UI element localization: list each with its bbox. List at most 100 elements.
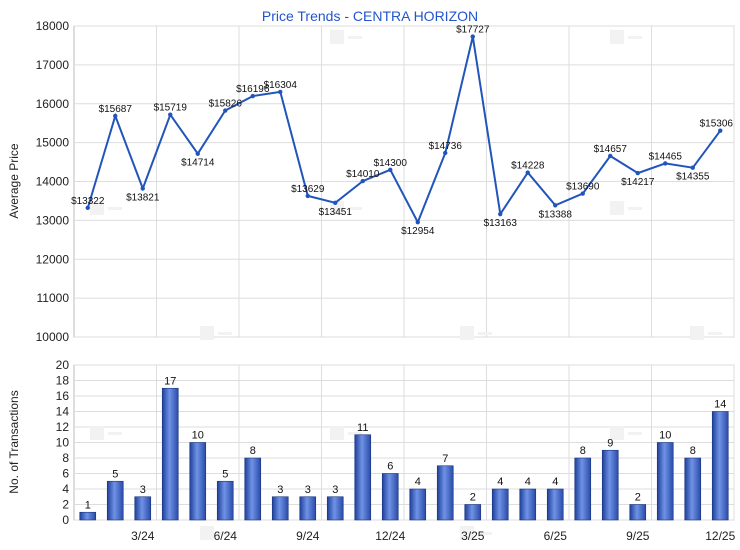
transaction-data-labels: 1 5 3 17 10 5 8 3 3 3 11 6 4 7 2 4 4 4 8 9 2 10 8 14	[85, 375, 727, 511]
price-point	[443, 150, 448, 156]
price-data-label: $15306	[700, 119, 734, 130]
price-data-label: $14465	[649, 151, 683, 162]
price-point	[250, 93, 255, 99]
price-y-tick-label: 13000	[36, 213, 70, 227]
price-data-label: $15719	[154, 103, 188, 114]
price-y-ticks: 10000 11000 12000 13000 14000 15000 16000 17000…	[36, 19, 70, 344]
price-data-label: $13388	[539, 209, 573, 220]
watermark-mark	[200, 526, 232, 540]
transactions-y-tick-label: 20	[56, 358, 70, 372]
transaction-bars	[79, 387, 729, 521]
transaction-bar	[381, 473, 399, 521]
price-point	[415, 219, 420, 225]
price-data-label: $14228	[511, 161, 545, 172]
price-point	[635, 170, 640, 176]
price-data-label: $16196	[236, 84, 270, 95]
price-point	[168, 112, 173, 117]
price-y-tick-label: 14000	[36, 175, 70, 189]
transaction-bar	[134, 496, 152, 521]
transaction-bar	[684, 457, 702, 521]
transaction-bar	[216, 480, 234, 521]
watermark-mark	[330, 30, 362, 44]
price-point	[195, 151, 200, 156]
transaction-data-label: 10	[192, 430, 204, 442]
transaction-bar	[656, 442, 674, 521]
transaction-data-label: 9	[607, 437, 613, 449]
price-data-label: $17727	[456, 25, 490, 36]
price-grid	[74, 25, 735, 338]
transactions-y-tick-label: 8	[62, 451, 69, 465]
watermark-mark	[90, 201, 122, 215]
watermark-mark	[330, 201, 362, 215]
transaction-data-label: 8	[690, 445, 696, 457]
price-point	[388, 167, 393, 173]
price-point	[470, 34, 475, 39]
transaction-data-label: 4	[415, 476, 421, 488]
price-y-tick-label: 17000	[36, 58, 70, 72]
price-point	[525, 170, 530, 175]
transactions-y-tick-label: 16	[56, 389, 70, 403]
transactions-y-tick-label: 14	[56, 405, 70, 419]
price-data-label: $14010	[346, 169, 380, 180]
watermark-mark	[610, 30, 642, 44]
price-data-label: $14355	[676, 172, 710, 183]
price-point	[223, 108, 228, 113]
price-point	[608, 153, 613, 159]
price-point	[498, 211, 503, 217]
transaction-data-label: 14	[714, 399, 726, 411]
transaction-data-label: 2	[635, 492, 641, 504]
price-point	[305, 193, 310, 199]
transaction-data-label: 1	[85, 499, 91, 511]
transactions-y-tick-label: 6	[62, 467, 69, 481]
transactions-y-tick-label: 18	[56, 374, 70, 388]
price-data-label: $13322	[71, 196, 105, 207]
transaction-data-label: 4	[525, 476, 531, 488]
watermark-mark	[460, 526, 492, 540]
price-point	[333, 200, 338, 206]
price-point	[663, 161, 668, 166]
transactions-y-tick-label: 2	[62, 498, 69, 512]
price-data-label: $12954	[401, 226, 435, 237]
transactions-x-tick-label: 6/25	[544, 529, 568, 543]
transaction-bar	[436, 465, 454, 521]
price-y-tick-label: 10000	[36, 330, 70, 344]
transaction-bar	[244, 457, 262, 521]
transaction-data-label: 7	[442, 453, 448, 465]
transactions-x-tick-label: 12/24	[375, 529, 405, 543]
transaction-bar	[711, 411, 729, 521]
watermark-mark	[200, 326, 232, 340]
transactions-x-tick-label: 9/25	[626, 529, 650, 543]
transactions-x-tick-label: 3/25	[461, 529, 485, 543]
chart-title: Price Trends - CENTRA HORIZON	[262, 8, 478, 24]
transaction-bar	[326, 496, 344, 521]
price-watermarks	[90, 30, 722, 340]
transaction-data-label: 10	[659, 430, 671, 442]
watermark-mark	[330, 426, 362, 440]
transaction-data-label: 6	[387, 461, 393, 473]
transaction-data-label: 3	[332, 484, 338, 496]
watermark-mark	[690, 326, 722, 340]
transaction-data-label: 8	[250, 445, 256, 457]
watermark-mark	[610, 201, 642, 215]
transactions-y-tick-label: 0	[62, 513, 69, 527]
transaction-data-label: 2	[470, 492, 476, 504]
transaction-bar	[79, 511, 97, 521]
transactions-x-ticks: 3/24 6/24 9/24 12/24 3/25 6/25 9/25 12/25	[131, 529, 736, 543]
price-data-label: $14714	[181, 158, 215, 169]
transaction-data-label: 5	[112, 468, 118, 480]
price-data-label: $15826	[209, 99, 243, 110]
price-y-tick-label: 15000	[36, 136, 70, 150]
transaction-data-label: 3	[140, 484, 146, 496]
price-data-label: $16304	[264, 80, 298, 91]
transaction-bar	[546, 488, 564, 521]
price-data-label: $14217	[621, 177, 655, 188]
transaction-bar	[464, 504, 482, 521]
transactions-x-tick-label: 9/24	[296, 529, 320, 543]
transaction-bar	[601, 449, 619, 521]
transaction-data-label: 11	[357, 422, 368, 434]
price-point	[113, 113, 118, 119]
transaction-bar	[574, 457, 592, 521]
price-point	[690, 165, 695, 170]
price-point	[278, 89, 283, 95]
